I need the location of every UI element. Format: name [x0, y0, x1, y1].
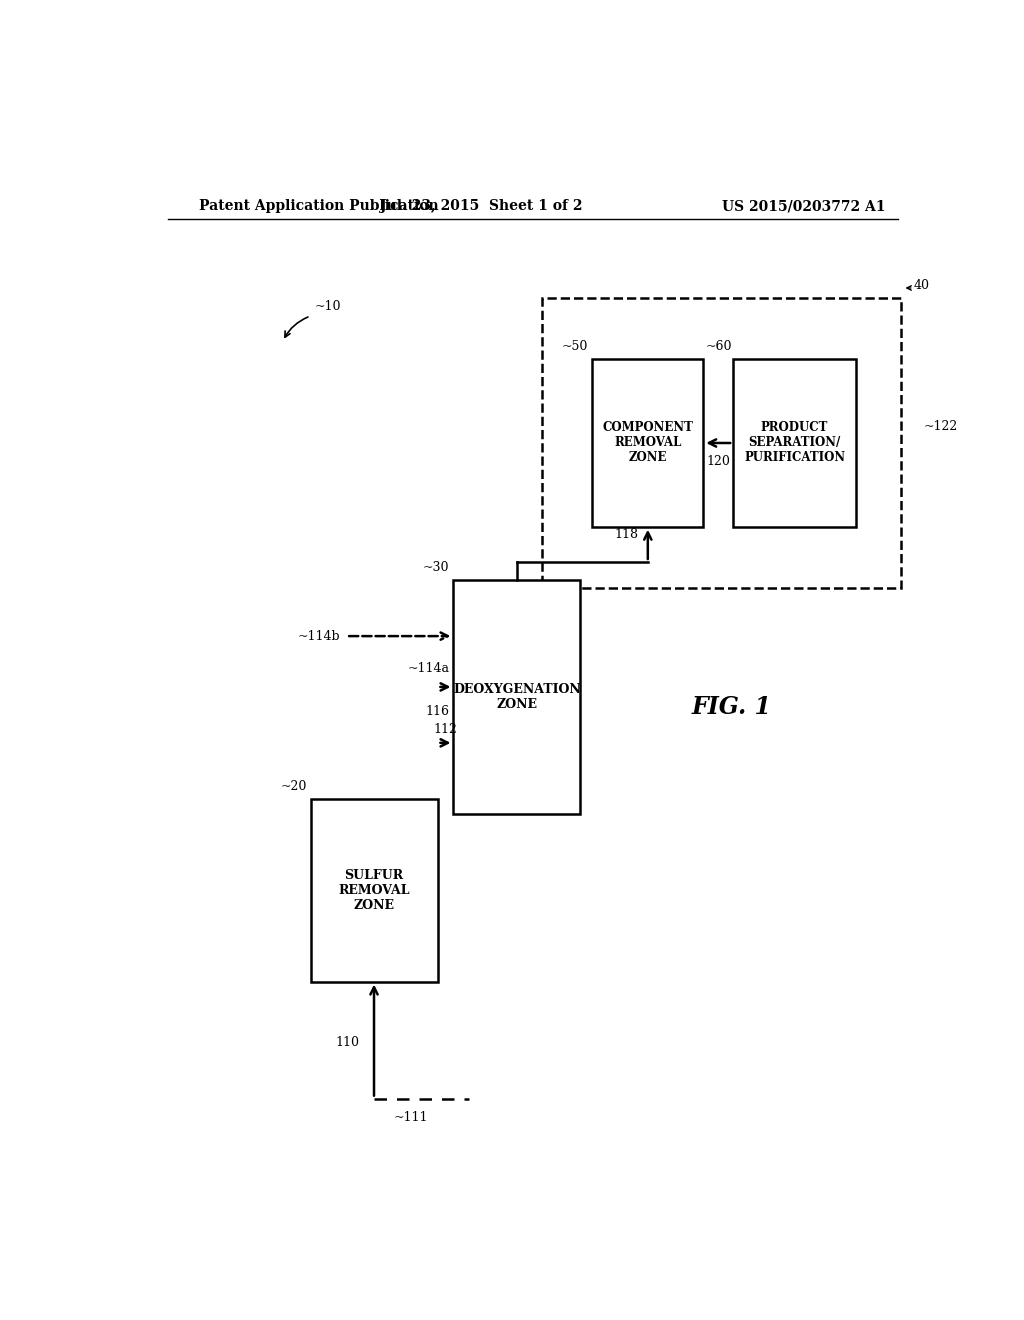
Text: SULFUR
REMOVAL
ZONE: SULFUR REMOVAL ZONE — [338, 869, 410, 912]
Text: US 2015/0203772 A1: US 2015/0203772 A1 — [722, 199, 886, 213]
Bar — [310, 799, 437, 982]
Text: ~111: ~111 — [394, 1110, 428, 1123]
Bar — [543, 298, 901, 587]
Text: ~114b: ~114b — [298, 630, 341, 643]
Text: 40: 40 — [913, 279, 930, 292]
Bar — [733, 359, 856, 527]
Text: ~114a: ~114a — [408, 661, 450, 675]
Text: ~122: ~122 — [924, 420, 957, 433]
Text: 110: 110 — [336, 1036, 359, 1049]
Text: ~20: ~20 — [281, 780, 306, 792]
Text: ~60: ~60 — [706, 341, 732, 352]
Text: 116: 116 — [425, 705, 450, 718]
Text: DEOXYGENATION
ZONE: DEOXYGENATION ZONE — [453, 682, 581, 711]
Text: ~30: ~30 — [423, 561, 450, 574]
Text: Patent Application Publication: Patent Application Publication — [200, 199, 439, 213]
Text: 120: 120 — [707, 455, 730, 469]
Text: FIG. 1: FIG. 1 — [691, 696, 771, 719]
Text: 118: 118 — [614, 528, 638, 541]
Text: COMPONENT
REMOVAL
ZONE: COMPONENT REMOVAL ZONE — [602, 421, 693, 465]
Bar — [592, 359, 703, 527]
Text: ~10: ~10 — [314, 300, 341, 313]
Text: Jul. 23, 2015  Sheet 1 of 2: Jul. 23, 2015 Sheet 1 of 2 — [380, 199, 583, 213]
Text: 112: 112 — [433, 723, 458, 735]
Text: ~50: ~50 — [562, 341, 588, 352]
Text: PRODUCT
SEPARATION/
PURIFICATION: PRODUCT SEPARATION/ PURIFICATION — [744, 421, 845, 465]
Bar — [454, 581, 581, 814]
